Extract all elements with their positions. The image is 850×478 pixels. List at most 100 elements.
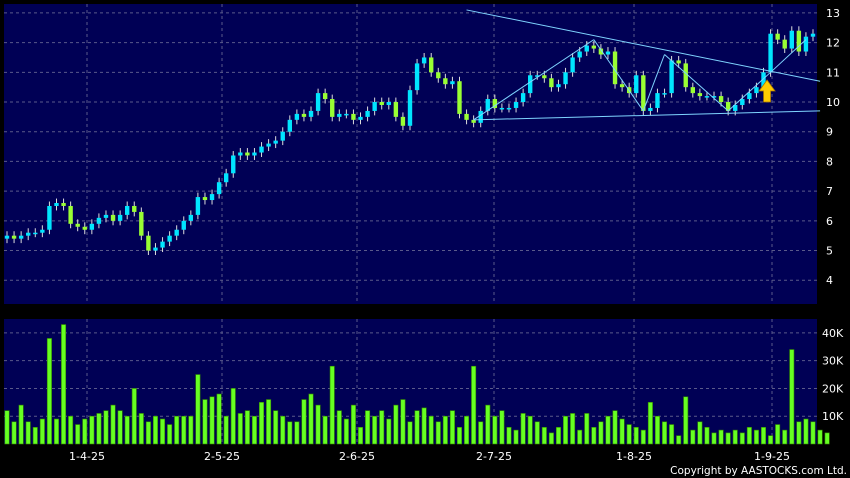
trendline [473, 39, 595, 121]
candle-body [492, 99, 498, 108]
volume-bar [216, 393, 222, 445]
volume-bar [577, 429, 583, 445]
candle-body [110, 214, 116, 221]
candle-body [563, 72, 568, 85]
candle-body [669, 60, 674, 94]
volume-bar [152, 415, 158, 445]
candle-body [4, 235, 10, 239]
candle-body [648, 107, 653, 111]
candle-body [718, 96, 724, 103]
volume-bar [485, 404, 491, 445]
candle-body [577, 51, 582, 58]
candle-body [796, 30, 802, 52]
volume-bar [308, 393, 314, 445]
volume-bar [188, 415, 194, 445]
candle-body [174, 229, 179, 236]
volume-bar [690, 429, 696, 445]
volume-bar [372, 415, 378, 445]
trendline [727, 71, 771, 112]
candle-body [11, 235, 17, 239]
candle-body [499, 107, 505, 110]
candle-body [612, 51, 618, 85]
volume-bar [4, 410, 10, 445]
volume-bar [810, 421, 816, 445]
price-tick-label: 8 [826, 155, 833, 168]
volume-bar [89, 415, 95, 445]
volume-bar [181, 415, 187, 445]
volume-bar [174, 415, 180, 445]
candle-body [61, 203, 66, 206]
date-tick-label: 1-8-25 [616, 450, 652, 463]
trendline [593, 39, 644, 112]
volume-bar [167, 424, 173, 445]
price-tick-label: 12 [826, 37, 840, 50]
volume-bar [61, 324, 67, 445]
volume-bar [478, 421, 484, 445]
volume-bar [492, 415, 498, 445]
candle-body [259, 146, 264, 153]
volume-bar [379, 410, 385, 445]
candle-body [160, 241, 165, 248]
volume-bar [273, 410, 279, 445]
candle-body [733, 104, 738, 111]
candle-body [139, 211, 144, 236]
volume-bar [683, 396, 689, 445]
volume-bar [407, 421, 413, 445]
volume-bar [160, 418, 166, 445]
volume-bar [753, 429, 759, 445]
volume-bar [195, 374, 201, 445]
volume-bar [329, 365, 335, 445]
candle-body [287, 119, 292, 132]
candle-body [414, 63, 420, 91]
candle-body [520, 93, 526, 103]
candle-body [358, 116, 363, 120]
candle-body [598, 48, 604, 55]
candle-body [704, 96, 710, 98]
candle-body [54, 203, 59, 206]
volume-bar [619, 418, 625, 445]
candle-body [308, 110, 314, 117]
volume-bar [350, 404, 356, 445]
candle-body [18, 235, 24, 239]
volume-bar [676, 435, 682, 445]
candle-body [740, 99, 745, 105]
volume-series [4, 324, 830, 445]
volume-bar [110, 404, 116, 445]
volume-bar [237, 413, 243, 445]
candle-body [351, 113, 356, 120]
volume-bar [365, 410, 371, 445]
volume-bar [435, 421, 441, 445]
volume-bar [343, 418, 349, 445]
volume-bar [704, 427, 710, 445]
volume-bar [280, 415, 286, 445]
candle-body [337, 113, 342, 117]
volume-bar [527, 415, 533, 445]
date-tick-label: 2-7-25 [476, 450, 512, 463]
volume-bar [244, 410, 250, 445]
price-tick-label: 7 [826, 185, 833, 198]
volume-bar [548, 432, 554, 445]
volume-bar [442, 415, 448, 445]
candle-body [528, 75, 533, 94]
candle-body [513, 102, 519, 108]
volume-tick-label: 20K [822, 382, 844, 395]
candle-body [245, 152, 250, 156]
volume-bar [315, 404, 321, 445]
volume-bar [598, 421, 604, 445]
candle-body [683, 63, 688, 88]
price-tick-label: 4 [826, 274, 833, 287]
candle-body [202, 197, 208, 201]
candle-body [464, 113, 469, 120]
candle-body [216, 182, 222, 195]
volume-bar [746, 427, 752, 445]
volume-bar [202, 399, 208, 445]
volume-bar [626, 424, 632, 445]
candle-body [676, 60, 681, 64]
volume-bar [400, 399, 406, 445]
volume-bar [640, 429, 646, 445]
volume-bar [775, 424, 781, 445]
candle-body [436, 72, 441, 79]
volume-bar [18, 404, 24, 445]
candle-body [146, 235, 151, 251]
